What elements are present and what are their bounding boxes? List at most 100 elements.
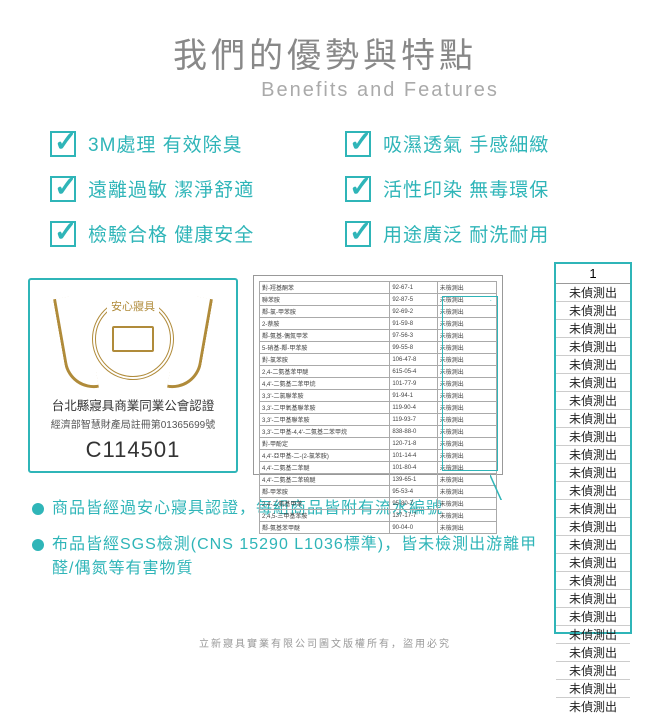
- table-row: 2,4-二氨基苯甲醚615-05-4未檢測出: [260, 366, 497, 378]
- table-cell: 未檢測出: [437, 330, 496, 342]
- footer-text: 立新寢具實業有限公司圖文版權所有，盜用必究: [0, 635, 650, 650]
- table-cell: 838-88-0: [390, 426, 437, 438]
- zoom-cell: 未偵測出: [556, 590, 630, 608]
- bullet-text: 布品皆經SGS檢測(CNS 15290 L1036標準)，皆未檢測出游離甲醛/偶…: [52, 533, 550, 581]
- emblem-top-text: 安心寢具: [107, 298, 159, 314]
- table-cell: 未檢測出: [437, 522, 496, 534]
- table-cell: 未檢測出: [437, 426, 496, 438]
- zoom-cell: 未偵測出: [556, 374, 630, 392]
- table-cell: 未檢測出: [437, 438, 496, 450]
- bed-icon: [112, 326, 154, 352]
- table-cell: 3,3'-二甲氧基聯苯胺: [260, 402, 390, 414]
- benefit-item: 遠離過敏 潔淨舒適: [50, 175, 305, 202]
- table-cell: 92-69-2: [390, 306, 437, 318]
- table-row: 鄰-甲苯胺95-53-4未檢測出: [260, 486, 497, 498]
- benefit-item: 3M處理 有效除臭: [50, 130, 305, 157]
- table-cell: 未檢測出: [437, 378, 496, 390]
- table-cell: 未檢測出: [437, 414, 496, 426]
- table-cell: 2,4-二氨基苯甲醚: [260, 366, 390, 378]
- table-cell: 91-94-1: [390, 390, 437, 402]
- cert-code: C114501: [86, 437, 181, 463]
- table-cell: 137-17-7: [390, 510, 437, 522]
- benefit-text: 3M處理 有效除臭: [88, 130, 243, 157]
- table-row: 3,3'-二甲基-4,4'-二氨基二苯甲烷838-88-0未檢測出: [260, 426, 497, 438]
- table-cell: 119-93-7: [390, 414, 437, 426]
- dot-icon: [32, 503, 44, 515]
- table-cell: 3,3'-二氯聯苯胺: [260, 390, 390, 402]
- table-cell: 未檢測出: [437, 282, 496, 294]
- cert-line1: 台北縣寢具商業同業公會認證: [52, 395, 215, 414]
- table-cell: 未檢測出: [437, 366, 496, 378]
- check-icon: [345, 221, 371, 247]
- table-row: 4,4'-二氨基二苯甲烷101-77-9未檢測出: [260, 378, 497, 390]
- table-row: 對-甲酚定120-71-8未檢測出: [260, 438, 497, 450]
- zoom-cell: 未偵測出: [556, 428, 630, 446]
- table-cell: 聯苯胺: [260, 294, 390, 306]
- table-cell: 106-47-8: [390, 354, 437, 366]
- table-cell: 119-90-4: [390, 402, 437, 414]
- zoom-cell: 未偵測出: [556, 338, 630, 356]
- benefit-item: 用途廣泛 耐洗耐用: [345, 220, 600, 247]
- laurel-right-icon: [167, 294, 213, 393]
- zoom-cell: 未偵測出: [556, 356, 630, 374]
- table-cell: 未檢測出: [437, 450, 496, 462]
- table-cell: 未檢測出: [437, 342, 496, 354]
- report-table: 對-羥基酮苯92-67-1未檢測出聯苯胺92-87-5未檢測出鄰-氯-甲苯胺92…: [259, 281, 497, 534]
- table-cell: 139-65-1: [390, 474, 437, 486]
- table-cell: 未檢測出: [437, 462, 496, 474]
- table-row: 對-羥基酮苯92-67-1未檢測出: [260, 282, 497, 294]
- table-cell: 鄰-氯-甲苯胺: [260, 306, 390, 318]
- table-cell: 對-甲酚定: [260, 438, 390, 450]
- table-row: 2,4,5-三甲基苯胺137-17-7未檢測出: [260, 510, 497, 522]
- certificate-box: 安心寢具 台北縣寢具商業同業公會認證 經濟部智慧財產局註冊第01365699號 …: [28, 278, 238, 473]
- table-cell: 101-80-4: [390, 462, 437, 474]
- table-cell: 鄰-氨基苯甲醚: [260, 522, 390, 534]
- sgs-report: 對-羥基酮苯92-67-1未檢測出聯苯胺92-87-5未檢測出鄰-氯-甲苯胺92…: [253, 275, 503, 475]
- benefit-item: 活性印染 無毒環保: [345, 175, 600, 202]
- table-cell: 2-萘胺: [260, 318, 390, 330]
- table-row: 2-萘胺91-59-8未檢測出: [260, 318, 497, 330]
- zoom-cell: 未偵測出: [556, 302, 630, 320]
- zoom-cell: 未偵測出: [556, 698, 630, 715]
- table-cell: 91-59-8: [390, 318, 437, 330]
- zoom-cell: 未偵測出: [556, 662, 630, 680]
- table-cell: 92-67-1: [390, 282, 437, 294]
- table-cell: 4,4'-二氨基二苯甲烷: [260, 378, 390, 390]
- table-cell: 未檢測出: [437, 306, 496, 318]
- table-cell: 未檢測出: [437, 486, 496, 498]
- table-row: 3,3'-二甲基聯苯胺119-93-7未檢測出: [260, 414, 497, 426]
- table-cell: 97-56-3: [390, 330, 437, 342]
- table-row: 鄰-氨基-偶氮甲苯97-56-3未檢測出: [260, 330, 497, 342]
- title-zh: 我們的優勢與特點: [0, 28, 650, 77]
- table-cell: 鄰-甲苯胺: [260, 486, 390, 498]
- benefit-item: 吸濕透氣 手感細緻: [345, 130, 600, 157]
- zoom-cell: 未偵測出: [556, 464, 630, 482]
- zoom-cell: 未偵測出: [556, 572, 630, 590]
- zoom-cell: 未偵測出: [556, 284, 630, 302]
- table-cell: 未檢測出: [437, 354, 496, 366]
- table-cell: 95-53-4: [390, 486, 437, 498]
- zoom-cell: 未偵測出: [556, 608, 630, 626]
- table-cell: 未檢測出: [437, 474, 496, 486]
- cert-line2: 經濟部智慧財產局註冊第01365699號: [51, 416, 216, 431]
- emblem-circle: 安心寢具: [92, 298, 174, 380]
- zoom-cell: 未偵測出: [556, 320, 630, 338]
- table-row: 4,4'-亞甲基-二-(2-氯苯胺)101-14-4未檢測出: [260, 450, 497, 462]
- zoom-cell: 未偵測出: [556, 554, 630, 572]
- table-cell: 未檢測出: [437, 318, 496, 330]
- laurel-emblem: 安心寢具: [53, 288, 213, 391]
- table-cell: 未檢測出: [437, 294, 496, 306]
- table-row: 4,4'-二氨基二苯醚101-80-4未檢測出: [260, 462, 497, 474]
- table-row: 聯苯胺92-87-5未檢測出: [260, 294, 497, 306]
- check-icon: [345, 131, 371, 157]
- zoom-head: 1: [556, 264, 630, 284]
- zoom-cell: 未偵測出: [556, 518, 630, 536]
- check-icon: [50, 176, 76, 202]
- benefit-text: 活性印染 無毒環保: [383, 175, 549, 202]
- bullet-item: 布品皆經SGS檢測(CNS 15290 L1036標準)，皆未檢測出游離甲醛/偶…: [32, 533, 550, 581]
- table-cell: 4,4'-二氨基二苯硫醚: [260, 474, 390, 486]
- zoom-cell: 未偵測出: [556, 392, 630, 410]
- zoom-cell: 未偵測出: [556, 536, 630, 554]
- table-cell: 2,4-二氨基甲苯: [260, 498, 390, 510]
- table-cell: 未檢測出: [437, 510, 496, 522]
